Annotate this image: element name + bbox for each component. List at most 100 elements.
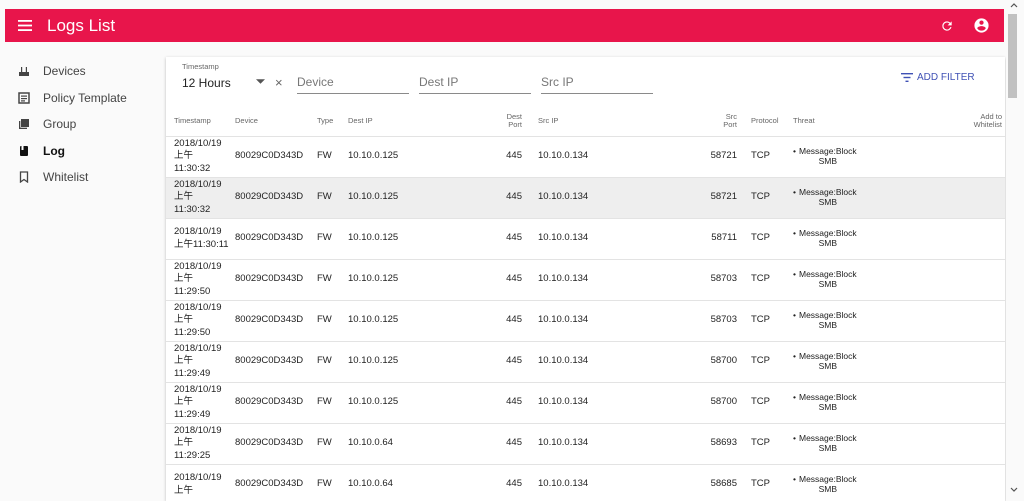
type-cell: FW — [317, 259, 348, 301]
dest-ip-filter-input[interactable] — [419, 71, 531, 94]
src-ip-cell: 10.10.0.134 — [538, 464, 710, 501]
table-row[interactable]: 2018/10/19 上午 80029C0D343D FW 10.10.0.64 445… — [166, 464, 1005, 501]
threat-badge: • Message:Block SMB — [793, 391, 913, 413]
bullet-icon: • — [793, 473, 796, 484]
src-ip-filter-input[interactable] — [541, 71, 653, 94]
src-ip-cell: 10.10.0.134 — [538, 300, 710, 342]
column-header-dest-ip[interactable]: Dest IP — [348, 107, 485, 137]
clear-timestamp-button[interactable]: × — [275, 75, 283, 90]
threat-text: Message:Block SMB — [798, 473, 857, 494]
column-header-src-ip[interactable]: Src IP — [538, 107, 710, 137]
scroll-up-icon[interactable] — [1010, 2, 1018, 8]
scroll-down-icon[interactable] — [1010, 487, 1018, 493]
column-header-device[interactable]: Device — [235, 107, 317, 137]
bullet-icon: • — [793, 432, 796, 443]
table-row[interactable]: 2018/10/19 上午 11:30:32 80029C0D343D FW 10.1… — [166, 136, 1005, 178]
src-ip-cell: 10.10.0.134 — [538, 259, 710, 301]
table-row[interactable]: 2018/10/19 上午11:30:11 80029C0D343D FW 10.10… — [166, 218, 1005, 260]
sidebar-item-devices[interactable]: Devices — [5, 58, 155, 85]
timestamp-cell: 2018/10/19 上午 11:29:50 — [166, 300, 235, 342]
table-row[interactable]: 2018/10/19 上午 11:29:49 80029C0D343D FW 10.1… — [166, 382, 1005, 424]
book-icon — [5, 145, 43, 157]
list-box-icon — [5, 92, 43, 104]
threat-badge: • Message:Block SMB — [793, 146, 913, 167]
timestamp-filter-select[interactable]: 12 Hours — [182, 76, 231, 90]
src-port-cell: 58700 — [710, 341, 737, 383]
dest-ip-cell: 10.10.0.125 — [348, 341, 485, 383]
device-cell: 80029C0D343D — [235, 300, 317, 342]
column-header-type[interactable]: Type — [317, 107, 348, 137]
dest-port-cell: 445 — [485, 177, 522, 219]
logs-card: Timestamp 12 Hours × ADD FILTER Timestam… — [166, 57, 1005, 501]
menu-button[interactable] — [7, 9, 43, 42]
protocol-cell: TCP — [751, 464, 793, 501]
column-header-src-port[interactable]: Src Port — [710, 107, 737, 137]
device-cell: 80029C0D343D — [235, 177, 317, 219]
src-port-cell: 58703 — [710, 300, 737, 342]
src-port-cell: 58700 — [710, 382, 737, 424]
add-filter-button[interactable]: ADD FILTER — [901, 72, 975, 83]
menu-icon — [18, 20, 32, 31]
device-cell: 80029C0D343D — [235, 259, 317, 301]
threat-badge: • Message:Block SMB — [793, 269, 913, 290]
timestamp-cell: 2018/10/19 上午 11:29:50 — [166, 259, 235, 301]
dest-port-cell: 445 — [485, 259, 522, 301]
dest-ip-cell: 10.10.0.125 — [348, 218, 485, 260]
account-button[interactable] — [964, 9, 998, 42]
threat-badge: • Message:Block SMB — [793, 350, 913, 372]
threat-text: Message:Block SMB — [798, 350, 857, 371]
account-circle-icon — [973, 18, 989, 33]
refresh-button[interactable] — [930, 9, 964, 42]
dest-port-cell: 445 — [485, 341, 522, 383]
type-cell: FW — [317, 423, 348, 465]
scrollbar-thumb[interactable] — [1008, 14, 1017, 98]
threat-text: Message:Block SMB — [798, 309, 857, 330]
sidebar-item-group[interactable]: Group — [5, 111, 155, 138]
src-ip-cell: 10.10.0.134 — [538, 177, 710, 219]
src-port-cell: 58703 — [710, 259, 737, 301]
dest-ip-cell: 10.10.0.125 — [348, 382, 485, 424]
sidebar-item-log[interactable]: Log — [5, 138, 155, 165]
page-scrollbar[interactable] — [1006, 0, 1024, 501]
table-row[interactable]: 2018/10/19 上午 11:29:50 80029C0D343D FW 10.1… — [166, 300, 1005, 342]
src-port-cell: 58721 — [710, 177, 737, 219]
column-header-dest-port[interactable]: Dest Port — [485, 107, 522, 137]
threat-cell: • Message:Block SMB — [793, 218, 913, 260]
timestamp-filter-label: Timestamp — [182, 62, 219, 71]
src-ip-cell: 10.10.0.134 — [538, 136, 710, 178]
protocol-cell: TCP — [751, 218, 793, 260]
library-icon — [5, 118, 43, 130]
threat-text: Message:Block SMB — [798, 432, 857, 453]
column-header-protocol[interactable]: Protocol — [751, 107, 793, 137]
device-filter-input[interactable] — [297, 71, 409, 94]
sidebar-item-whitelist[interactable]: Whitelist — [5, 164, 155, 191]
sidebar-item-label: Log — [43, 143, 65, 158]
sidebar-nav: Devices Policy Template Group Log Whitel… — [5, 58, 155, 191]
type-cell: FW — [317, 382, 348, 424]
bullet-icon: • — [793, 391, 796, 402]
protocol-cell: TCP — [751, 259, 793, 301]
src-port-cell: 58721 — [710, 136, 737, 178]
dest-port-cell: 445 — [485, 218, 522, 260]
threat-badge: • Message:Block SMB — [793, 309, 913, 331]
column-header-timestamp[interactable]: Timestamp — [166, 107, 235, 137]
table-row[interactable]: 2018/10/19 上午 11:29:25 80029C0D343D FW 10.1… — [166, 423, 1005, 465]
dest-ip-cell: 10.10.0.125 — [348, 177, 485, 219]
table-row[interactable]: 2018/10/19 上午 11:30:32 80029C0D343D FW 10.1… — [166, 177, 1005, 219]
src-ip-cell: 10.10.0.134 — [538, 341, 710, 383]
threat-badge: • Message:Block SMB — [793, 432, 913, 454]
dropdown-arrow-icon[interactable] — [256, 79, 265, 85]
device-cell: 80029C0D343D — [235, 218, 317, 260]
table-row[interactable]: 2018/10/19 上午 11:29:50 80029C0D343D FW 10.1… — [166, 259, 1005, 301]
table-row[interactable]: 2018/10/19 上午 11:29:49 80029C0D343D FW 10.1… — [166, 341, 1005, 383]
sidebar-item-policy-template[interactable]: Policy Template — [5, 85, 155, 112]
column-header-add-to-whitelist[interactable]: Add to Whitelist — [913, 107, 1005, 137]
threat-cell: • Message:Block SMB — [793, 177, 913, 219]
threat-text: Message:Block SMB — [798, 391, 857, 412]
bullet-icon: • — [793, 186, 796, 197]
dest-port-cell: 445 — [485, 423, 522, 465]
column-header-threat[interactable]: Threat — [793, 107, 913, 137]
bullet-icon: • — [793, 309, 796, 320]
sidebar-item-label: Devices — [43, 64, 86, 79]
threat-text: Message:Block SMB — [798, 227, 857, 248]
